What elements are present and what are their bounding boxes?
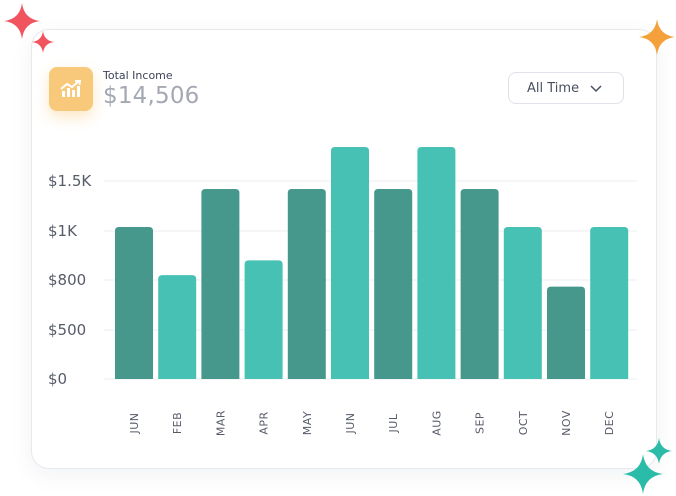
bar-nov-10[interactable] xyxy=(547,286,585,379)
bar-mar-2[interactable] xyxy=(201,189,240,379)
bar-aug-7[interactable] xyxy=(417,147,456,379)
sparkle-icon xyxy=(646,438,672,464)
x-tick-label: AUG xyxy=(430,410,443,436)
sparkle-icon xyxy=(4,3,40,39)
y-tick-label: $500 xyxy=(48,321,86,339)
x-tick-label: DEC xyxy=(603,411,616,436)
chevron-down-icon xyxy=(590,85,602,93)
period-select-value: All Time xyxy=(527,80,580,96)
trending-up-icon xyxy=(49,67,93,111)
x-tick-label: JUN xyxy=(128,412,141,434)
x-tick-label: OCT xyxy=(517,411,530,436)
x-tick-label: JUN xyxy=(344,412,357,434)
bar-jun-0[interactable] xyxy=(115,227,153,379)
y-tick-label: $800 xyxy=(48,271,86,289)
x-tick-label: MAR xyxy=(214,410,227,436)
total-income-label: Total Income xyxy=(103,69,173,82)
bar-sep-8[interactable] xyxy=(460,189,499,379)
period-select[interactable]: All Time xyxy=(508,72,624,104)
bar-dec-11[interactable] xyxy=(590,227,629,379)
x-tick-label: APR xyxy=(258,411,271,434)
y-tick-label: $1K xyxy=(48,222,78,240)
sparkle-icon xyxy=(32,31,54,53)
sparkle-icon xyxy=(623,454,663,494)
bar-may-4[interactable] xyxy=(287,189,326,379)
bar-feb-1[interactable] xyxy=(158,275,197,379)
sparkle-icon xyxy=(639,19,675,55)
x-tick-label: SEP xyxy=(474,412,487,434)
y-tick-label: $0 xyxy=(48,370,67,388)
bar-jun-5[interactable] xyxy=(331,147,369,379)
bar-apr-3[interactable] xyxy=(244,260,283,379)
y-tick-label: $1.5K xyxy=(48,172,92,190)
bar-jul-6[interactable] xyxy=(374,189,413,379)
x-tick-label: JUL xyxy=(387,413,400,433)
total-income-value: $14,506 xyxy=(103,83,200,109)
x-tick-label: FEB xyxy=(171,412,184,434)
bar-oct-9[interactable] xyxy=(503,227,542,379)
x-tick-label: NOV xyxy=(560,410,573,436)
x-tick-label: MAY xyxy=(301,411,314,435)
